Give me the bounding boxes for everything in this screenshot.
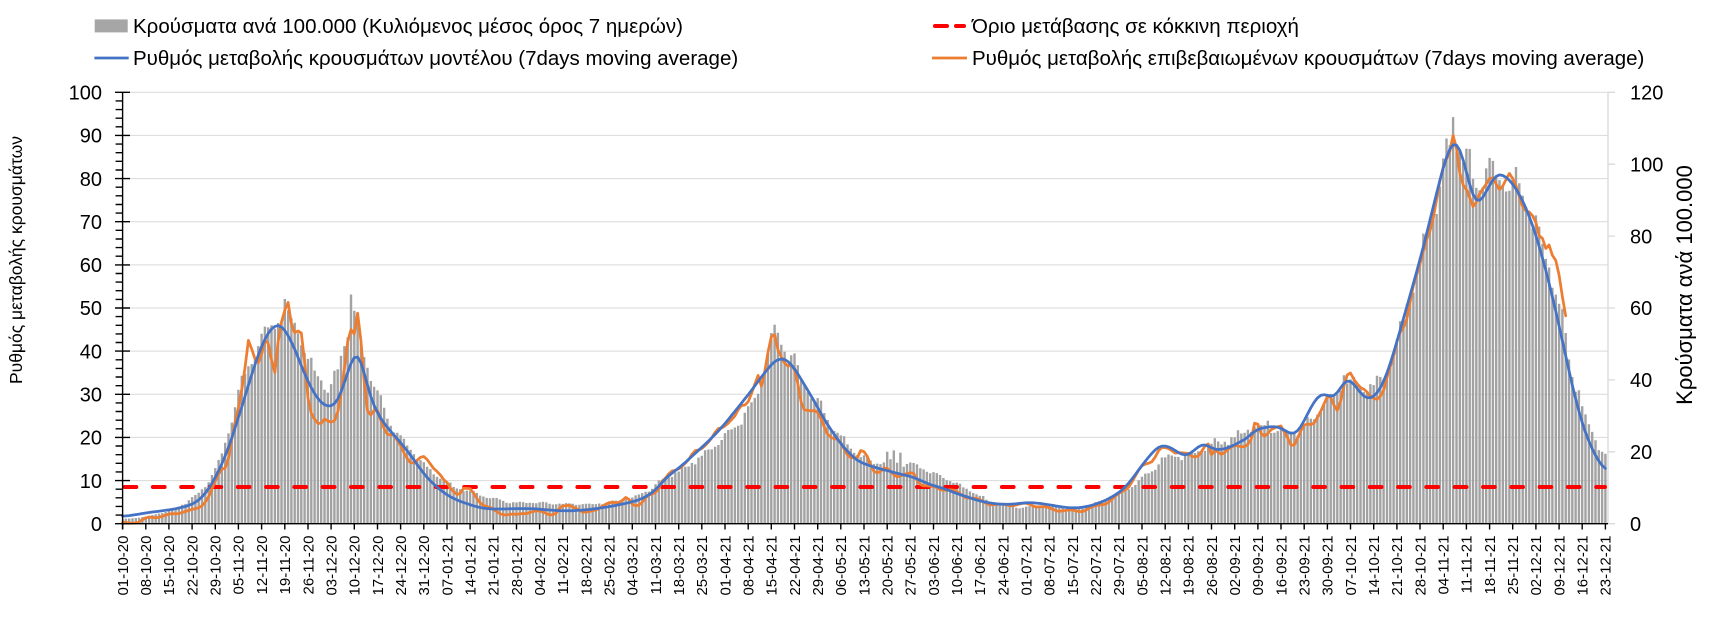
svg-text:03-06-21: 03-06-21 [926, 536, 943, 596]
svg-text:01-04-21: 01-04-21 [717, 536, 734, 596]
svg-text:22-04-21: 22-04-21 [787, 536, 804, 596]
svg-text:10: 10 [80, 471, 102, 493]
svg-text:08-07-21: 08-07-21 [1042, 536, 1059, 596]
svg-text:100: 100 [1630, 154, 1663, 176]
svg-text:0: 0 [91, 514, 102, 536]
svg-text:70: 70 [80, 212, 102, 234]
svg-text:25-02-21: 25-02-21 [601, 536, 618, 596]
svg-text:29-10-20: 29-10-20 [208, 536, 225, 596]
svg-text:80: 80 [1630, 226, 1652, 248]
svg-text:29-04-21: 29-04-21 [810, 536, 827, 596]
svg-text:21-01-21: 21-01-21 [486, 536, 503, 596]
svg-text:24-06-21: 24-06-21 [995, 536, 1012, 596]
svg-text:15-07-21: 15-07-21 [1065, 536, 1082, 596]
svg-text:04-02-21: 04-02-21 [532, 536, 549, 596]
svg-text:08-10-20: 08-10-20 [138, 536, 155, 596]
svg-text:90: 90 [80, 126, 102, 148]
svg-text:01-07-21: 01-07-21 [1019, 536, 1036, 596]
svg-text:11-11-21: 11-11-21 [1459, 536, 1476, 594]
svg-text:Όριο μετάβασης σε κόκκινη περι: Όριο μετάβασης σε κόκκινη περιοχή [971, 15, 1299, 38]
svg-text:02-09-21: 02-09-21 [1227, 536, 1244, 596]
svg-text:18-03-21: 18-03-21 [671, 536, 688, 596]
svg-text:28-01-21: 28-01-21 [509, 536, 526, 596]
svg-text:03-12-20: 03-12-20 [323, 536, 340, 596]
svg-text:80: 80 [80, 169, 102, 191]
svg-text:20-05-21: 20-05-21 [880, 536, 897, 596]
svg-text:22-07-21: 22-07-21 [1088, 536, 1105, 596]
svg-text:09-09-21: 09-09-21 [1250, 536, 1267, 596]
svg-text:02-12-21: 02-12-21 [1528, 536, 1545, 596]
svg-text:24-12-20: 24-12-20 [393, 536, 410, 596]
svg-text:Ρυθμός μεταβολής κρουσμάτων: Ρυθμός μεταβολής κρουσμάτων [6, 136, 26, 384]
svg-text:19-11-20: 19-11-20 [277, 536, 294, 595]
svg-text:11-02-21: 11-02-21 [555, 536, 572, 595]
svg-text:30-09-21: 30-09-21 [1320, 536, 1337, 596]
svg-text:18-11-21: 18-11-21 [1482, 536, 1499, 595]
svg-text:05-08-21: 05-08-21 [1134, 536, 1151, 596]
svg-text:26-11-20: 26-11-20 [300, 536, 317, 595]
svg-text:15-10-20: 15-10-20 [161, 536, 178, 596]
svg-text:60: 60 [1630, 298, 1652, 320]
svg-text:50: 50 [80, 298, 102, 320]
svg-text:10-06-21: 10-06-21 [949, 536, 966, 596]
svg-text:14-10-21: 14-10-21 [1366, 536, 1383, 596]
svg-text:Κρούσματα ανά 100.000 (Κυλιόμε: Κρούσματα ανά 100.000 (Κυλιόμενος μέσος … [133, 15, 683, 38]
svg-text:26-08-21: 26-08-21 [1204, 536, 1221, 596]
svg-text:13-05-21: 13-05-21 [856, 536, 873, 596]
svg-text:29-07-21: 29-07-21 [1111, 536, 1128, 596]
svg-text:05-11-20: 05-11-20 [231, 536, 248, 595]
svg-text:12-08-21: 12-08-21 [1158, 536, 1175, 596]
svg-text:16-12-21: 16-12-21 [1575, 536, 1592, 596]
svg-text:17-06-21: 17-06-21 [972, 536, 989, 596]
svg-text:27-05-21: 27-05-21 [903, 536, 920, 596]
svg-text:04-03-21: 04-03-21 [625, 536, 642, 596]
svg-text:25-03-21: 25-03-21 [694, 536, 711, 596]
svg-text:60: 60 [80, 255, 102, 277]
svg-text:28-10-21: 28-10-21 [1412, 536, 1429, 596]
svg-text:40: 40 [1630, 370, 1652, 392]
svg-text:21-10-21: 21-10-21 [1389, 536, 1406, 596]
svg-text:23-12-21: 23-12-21 [1598, 536, 1615, 596]
svg-text:Ρυθμός μεταβολής επιβεβαιωμένω: Ρυθμός μεταβολής επιβεβαιωμένων κρουσμάτ… [972, 47, 1644, 70]
svg-text:07-01-21: 07-01-21 [439, 536, 456, 596]
svg-text:04-11-21: 04-11-21 [1436, 536, 1453, 595]
svg-text:16-09-21: 16-09-21 [1273, 536, 1290, 596]
svg-text:15-04-21: 15-04-21 [764, 536, 781, 596]
svg-text:0: 0 [1630, 514, 1641, 536]
svg-text:Ρυθμός μεταβολής κρουσμάτων μο: Ρυθμός μεταβολής κρουσμάτων μοντέλου (7d… [133, 47, 738, 70]
svg-text:100: 100 [69, 83, 102, 105]
svg-text:08-04-21: 08-04-21 [741, 536, 758, 596]
svg-text:22-10-20: 22-10-20 [184, 536, 201, 596]
svg-text:30: 30 [80, 385, 102, 407]
svg-text:10-12-20: 10-12-20 [347, 536, 364, 596]
svg-text:23-09-21: 23-09-21 [1297, 536, 1314, 596]
svg-text:17-12-20: 17-12-20 [370, 536, 387, 596]
svg-text:25-11-21: 25-11-21 [1505, 536, 1522, 595]
svg-text:19-08-21: 19-08-21 [1181, 536, 1198, 596]
svg-text:06-05-21: 06-05-21 [833, 536, 850, 596]
svg-text:12-11-20: 12-11-20 [254, 536, 271, 595]
svg-text:01-10-20: 01-10-20 [115, 536, 132, 596]
svg-text:11-03-21: 11-03-21 [648, 536, 665, 595]
svg-text:31-12-20: 31-12-20 [416, 536, 433, 596]
svg-text:09-12-21: 09-12-21 [1551, 536, 1568, 596]
svg-text:120: 120 [1630, 83, 1663, 105]
svg-text:18-02-21: 18-02-21 [578, 536, 595, 596]
svg-text:14-01-21: 14-01-21 [462, 536, 479, 596]
svg-text:Κρούσματα ανά 100.000: Κρούσματα ανά 100.000 [1672, 165, 1697, 405]
svg-text:07-10-21: 07-10-21 [1343, 536, 1360, 596]
svg-text:20: 20 [1630, 442, 1652, 464]
svg-text:40: 40 [80, 341, 102, 363]
svg-text:20: 20 [80, 428, 102, 450]
